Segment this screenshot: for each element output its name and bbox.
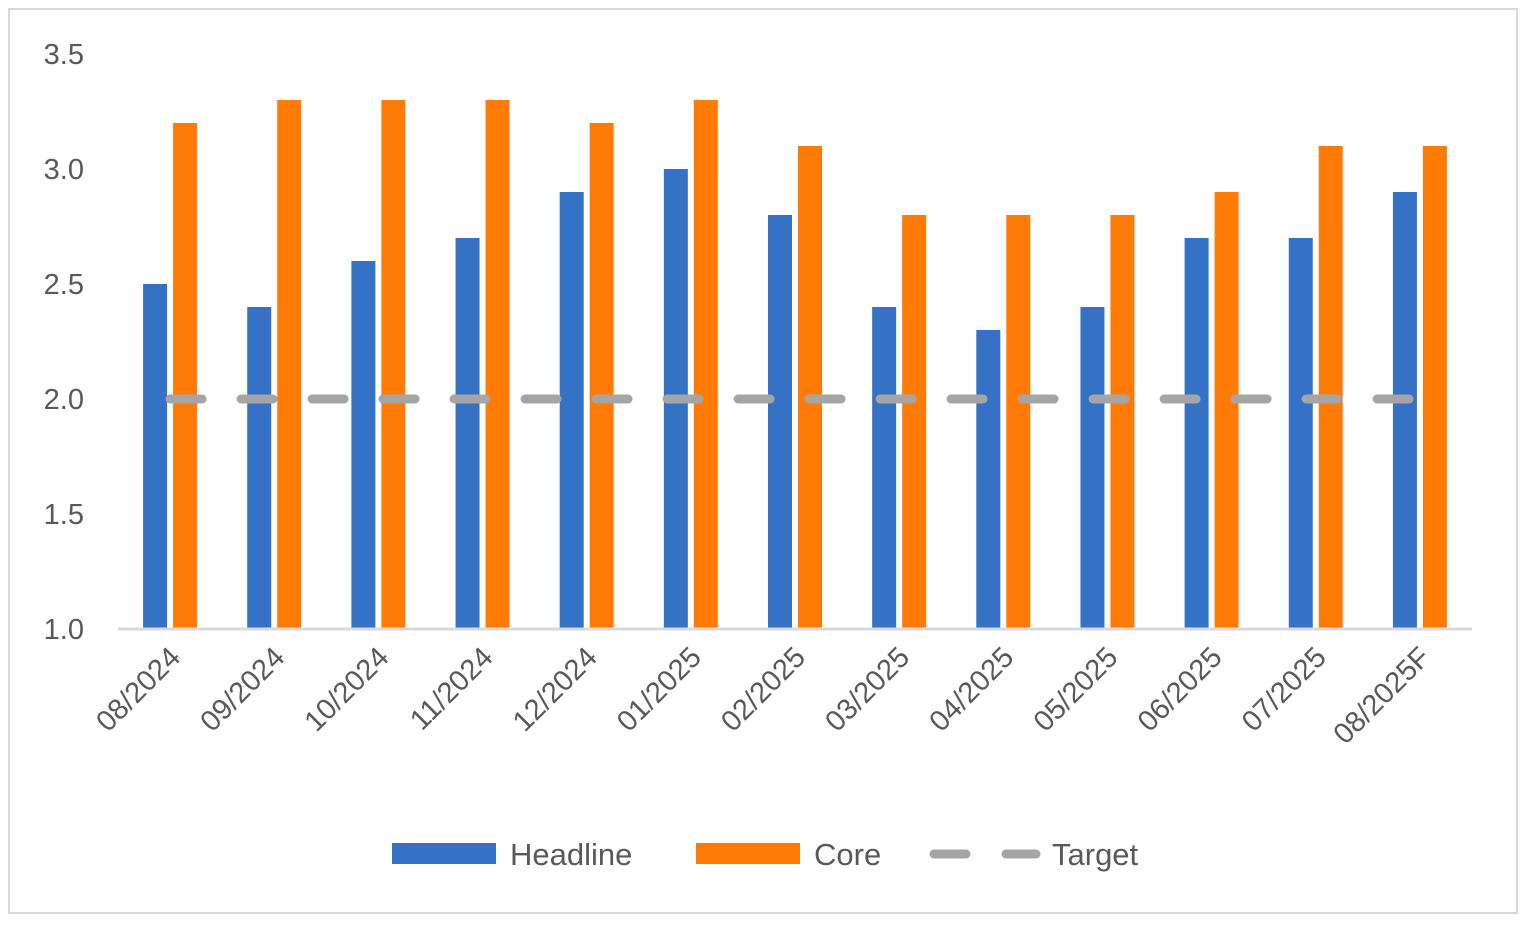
y-axis-ticks: 1.0 1.5 2.0 2.5 3.0 3.5 [44,39,84,646]
bar-headline-3 [455,238,480,629]
bar-headline-11 [1288,238,1313,629]
x-tick-label: 04/2025 [924,641,1021,738]
bar-core-0 [173,123,198,629]
x-tick-label: 08/2024 [90,641,187,738]
bar-core-2 [381,100,406,629]
bar-core-6 [798,146,822,629]
x-axis-ticks: 08/2024 09/2024 10/2024 11/2024 12/2024 01/20… [90,641,1437,750]
x-tick-label: 08/2025F [1328,641,1437,750]
x-tick-label: 06/2025 [1132,641,1229,738]
legend-swatch-core [696,843,800,864]
bar-core-10 [1214,192,1239,629]
bar-core-1 [277,100,302,629]
y-tick-label: 1.0 [44,614,84,646]
bar-headline-0 [143,284,168,629]
legend: Headline Core Target [392,837,1139,872]
y-tick-label: 2.0 [44,384,84,416]
bar-headline-2 [351,261,376,629]
x-tick-label: 10/2024 [299,641,396,738]
bar-headline-4 [559,192,584,629]
bar-core-8 [1006,215,1031,629]
bar-core-4 [589,123,614,629]
x-tick-label: 11/2024 [404,641,499,736]
bar-core-3 [485,100,510,629]
bar-core-9 [1110,215,1135,629]
y-tick-label: 3.5 [44,39,84,71]
y-tick-label: 2.5 [44,269,84,301]
x-tick-label: 09/2024 [194,641,291,738]
bar-headline-7 [872,307,897,629]
bar-headline-6 [768,215,792,629]
x-tick-label: 07/2025 [1236,641,1333,738]
x-tick-label: 05/2025 [1028,641,1125,738]
legend-item-core: Core [696,837,881,872]
x-tick-label: 01/2025 [611,641,708,738]
bar-core-12 [1422,146,1447,629]
x-tick-label: 12/2024 [507,641,604,738]
legend-label-target: Target [1052,837,1139,872]
bar-headline-8 [976,330,1001,629]
legend-swatch-headline [392,843,496,864]
bar-core-11 [1318,146,1343,629]
bar-core-5 [693,100,718,629]
bar-headline-10 [1184,238,1209,629]
bar-core-7 [902,215,927,629]
legend-item-target: Target [929,837,1139,872]
bar-headline-12 [1392,192,1417,629]
x-tick-label: 03/2025 [819,641,916,738]
bar-headline-1 [247,307,272,629]
y-tick-label: 1.5 [44,499,84,531]
legend-item-headline: Headline [392,837,632,872]
legend-label-headline: Headline [510,837,632,872]
y-tick-label: 3.0 [44,154,84,186]
bar-headline-9 [1080,307,1105,629]
bars [143,100,1447,629]
x-tick-label: 02/2025 [715,641,812,738]
legend-label-core: Core [814,837,881,872]
